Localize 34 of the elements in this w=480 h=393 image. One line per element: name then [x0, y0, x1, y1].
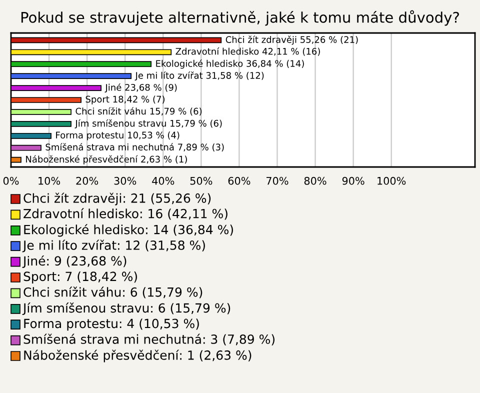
category-label: Zdravotní hledisko 42,11 % (16)	[176, 47, 320, 56]
x-tick-label: 30%	[114, 176, 136, 185]
x-tick-label: 70%	[266, 176, 288, 185]
category-label: Jiné 23,68 % (9)	[104, 83, 177, 92]
category-label: Ekologické hledisko 36,84 % (14)	[156, 60, 304, 69]
category-label: Forma protestu 10,53 % (4)	[56, 132, 180, 140]
text: Ekologické hledisko: 14 (36,84 %)	[24, 224, 233, 237]
x-tick-label: 50%	[190, 176, 212, 185]
category-label: Je mi líto zvířat 31,58 % (12)	[134, 71, 264, 81]
text: Zdravotní hledisko: 16 (42,11 %)	[24, 208, 228, 220]
x-tick-label: 0%	[3, 176, 19, 185]
x-tick-label: 10%	[38, 176, 60, 185]
x-tick-label: 90%	[342, 176, 364, 185]
category-label: Chci snížit váhu 15,79 % (6)	[76, 107, 202, 116]
x-tick-label: 100%	[378, 176, 406, 185]
chart-title: Pokud se stravujete alternativně, jaké k tomu máte důvody?	[21, 10, 459, 26]
category-label: Sport 18,42 % (7)	[86, 96, 165, 104]
category-label: Chci žít zdravěji 55,26 % (21)	[226, 36, 358, 45]
category-label: Náboženské přesvědčení 2,63 % (1)	[26, 155, 187, 164]
category-label: Jím smíšenou stravu 15,79 % (6)	[74, 119, 222, 128]
text: Náboženské přesvědčení: 1 (2,63 %)	[24, 350, 252, 362]
text: Smíšená strava mi nechutná: 3 (7,89 %)	[24, 334, 274, 346]
text: Je mi líto zvířat: 12 (31,58 %)	[22, 240, 205, 252]
x-tick-label: 40%	[152, 176, 174, 185]
category-label: Smíšená strava mi nechutná 7,89 % (3)	[46, 143, 224, 152]
x-tick-label: 80%	[304, 176, 326, 185]
text: Sport: 7 (18,42 %)	[24, 271, 137, 284]
x-tick-label: 20%	[76, 176, 98, 185]
text: Jím smíšenou stravu: 6 (15,79 %)	[22, 302, 230, 316]
text: Chci snížit váhu: 6 (15,79 %)	[24, 286, 202, 298]
x-tick-label: 60%	[228, 176, 250, 185]
text: Jiné: 9 (23,68 %)	[22, 255, 126, 268]
text: Forma protestu: 4 (10,53 %)	[24, 318, 199, 331]
text: Chci žít zdravěji: 21 (55,26 %)	[24, 192, 211, 206]
